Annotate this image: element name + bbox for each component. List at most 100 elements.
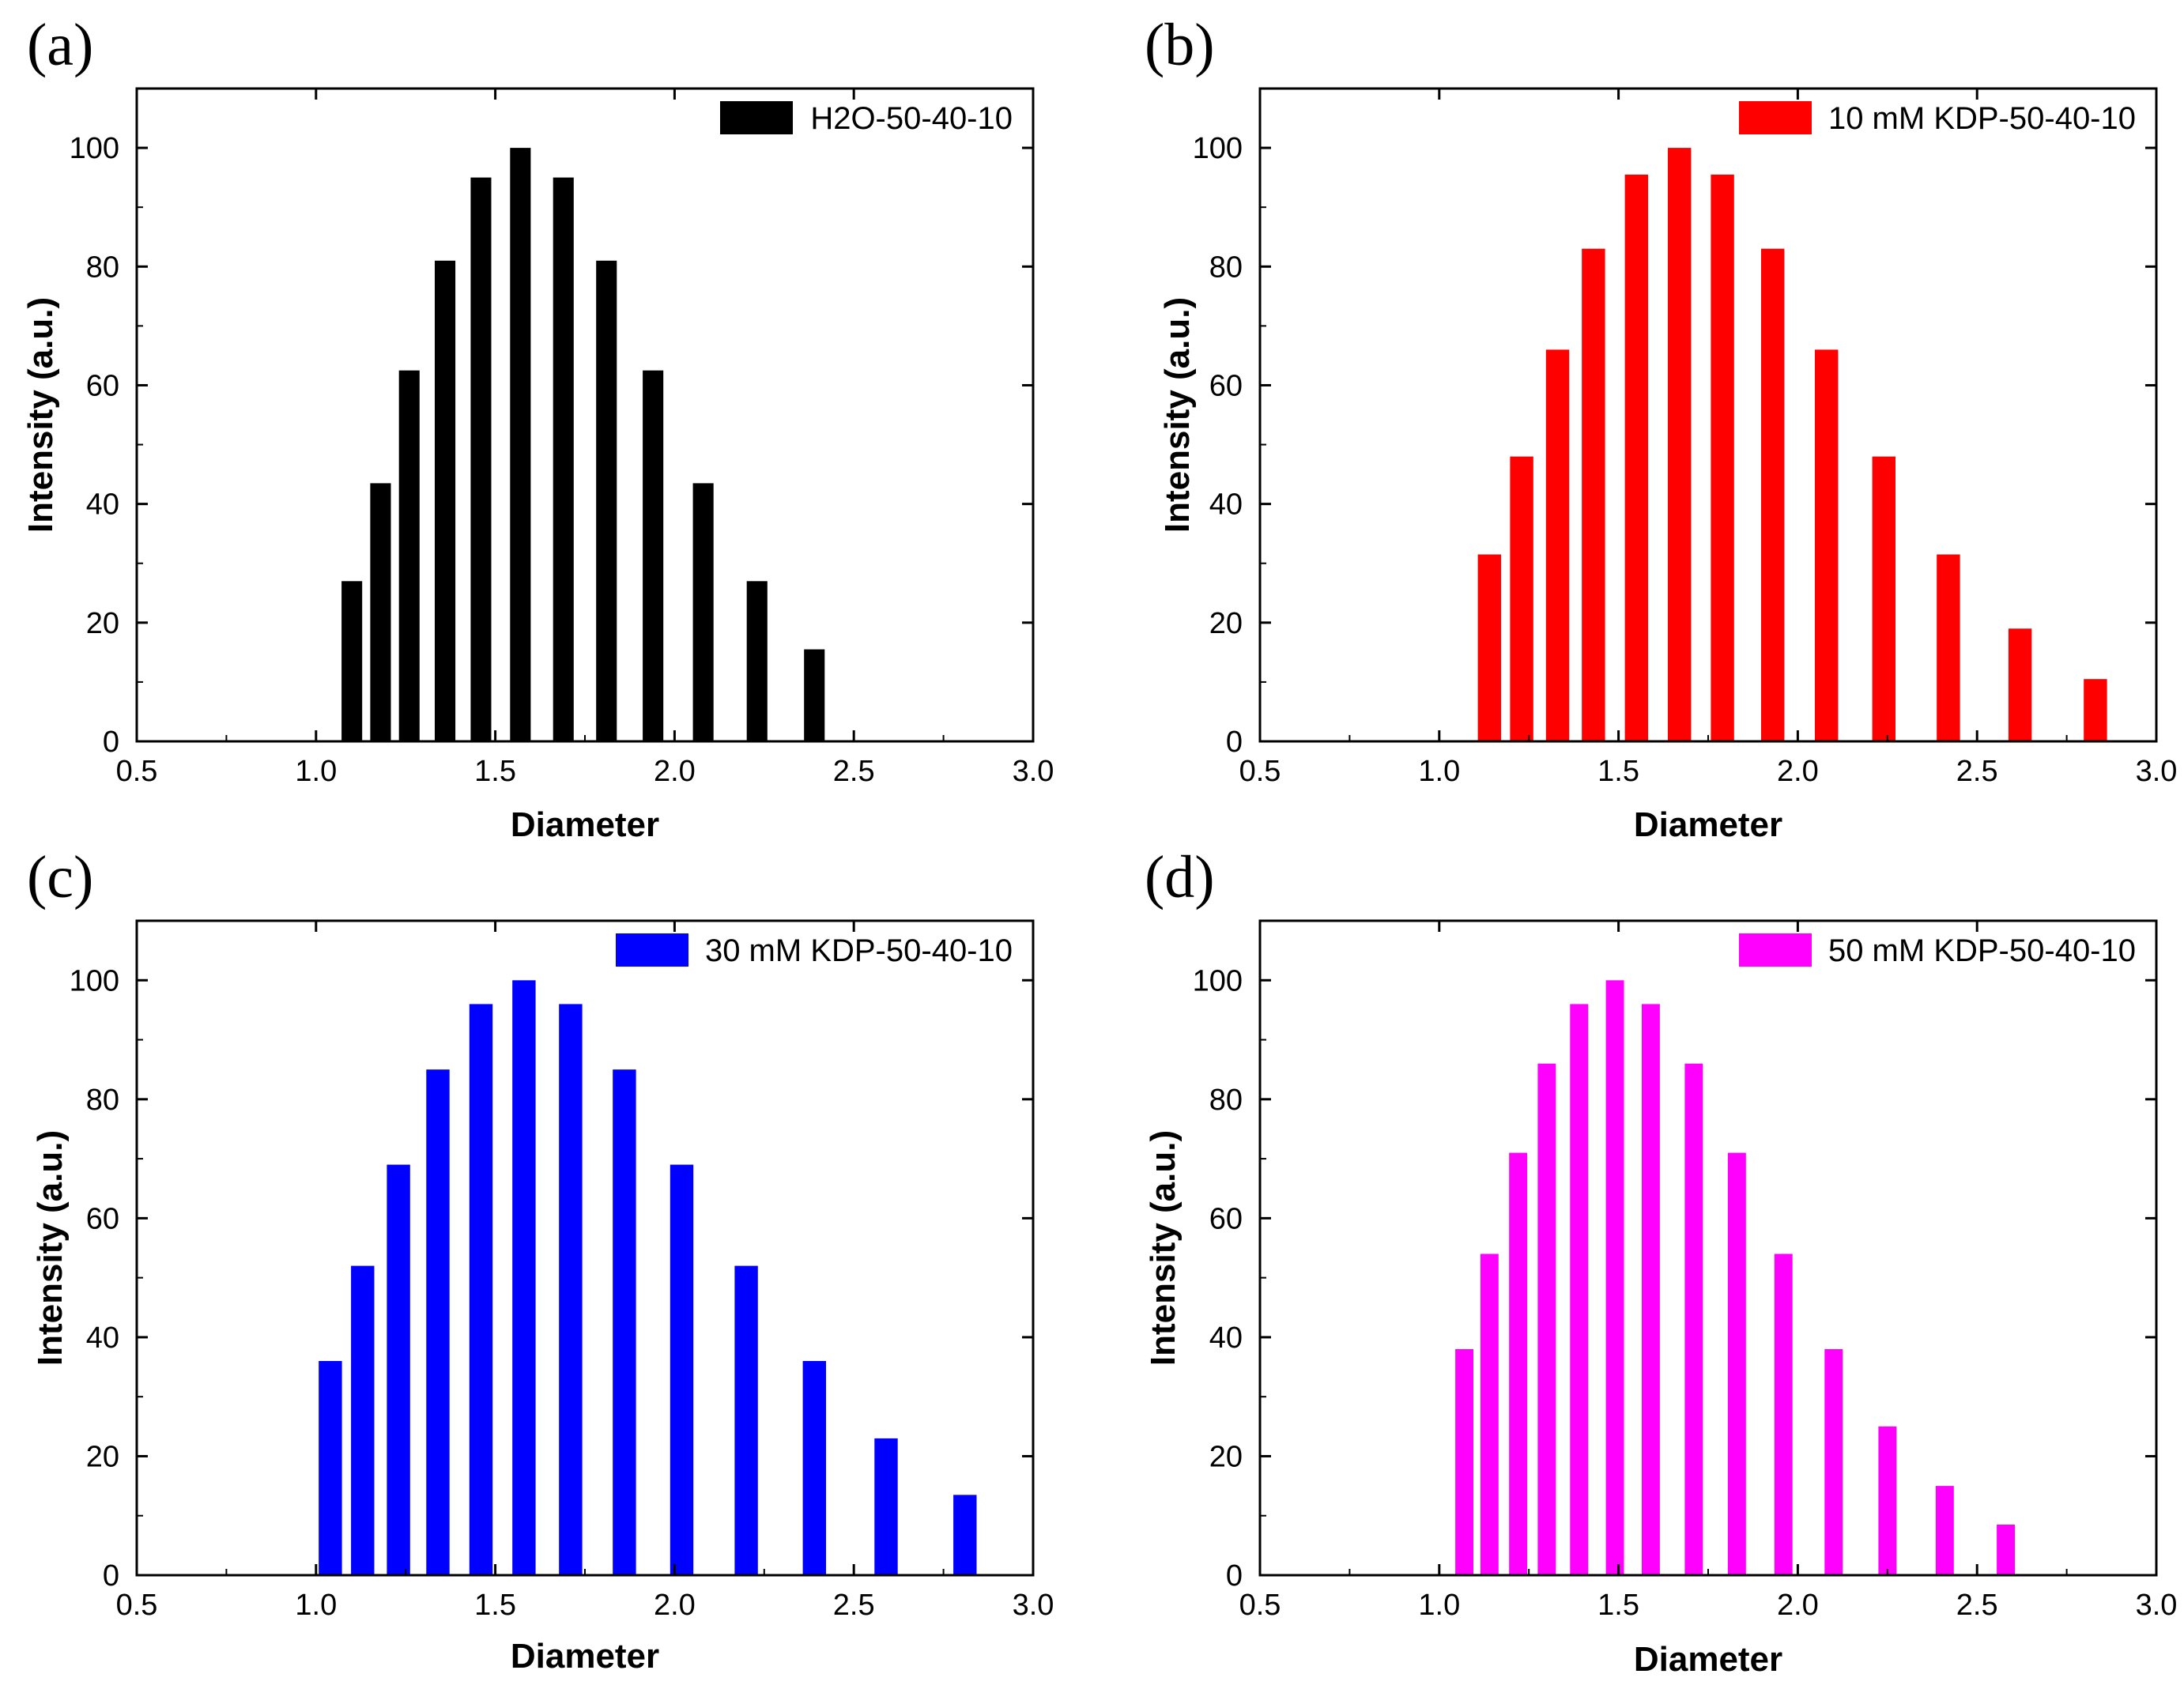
bar bbox=[398, 370, 420, 741]
x-tick-label: 1.0 bbox=[295, 1589, 337, 1622]
bar bbox=[802, 1361, 826, 1575]
bar bbox=[692, 483, 714, 741]
plot-frame bbox=[1258, 919, 2158, 1577]
panel-label: (a) bbox=[27, 12, 93, 78]
bar bbox=[746, 581, 768, 741]
chart-panel-3: (c) 0.5 1.0 1.5 2.0 2.5 3.0 0 20 40 60 80 100 Diamete… bbox=[27, 844, 1054, 1676]
bar bbox=[804, 649, 825, 741]
x-tick-label: 3.0 bbox=[2136, 755, 2178, 788]
y-axis-title: Intensity (a.u.) bbox=[31, 1130, 70, 1366]
y-tick-label: 60 bbox=[86, 1202, 119, 1235]
x-tick-label: 1.5 bbox=[1597, 1589, 1639, 1622]
bar bbox=[1624, 174, 1648, 741]
panel-label: (b) bbox=[1145, 12, 1215, 78]
x-tick-label: 1.5 bbox=[474, 755, 516, 788]
bar bbox=[512, 980, 536, 1575]
y-tick-label: 60 bbox=[1209, 369, 1243, 402]
y-tick-label: 40 bbox=[1209, 488, 1243, 522]
y-tick-label: 80 bbox=[1209, 251, 1243, 284]
y-axis-title: Intensity (a.u.) bbox=[1144, 1130, 1183, 1366]
y-tick-label: 60 bbox=[86, 369, 119, 402]
bar bbox=[1510, 456, 1533, 741]
x-tick-label: 2.5 bbox=[833, 755, 875, 788]
y-tick-label: 0 bbox=[1226, 726, 1243, 759]
x-tick-label: 0.5 bbox=[1239, 755, 1281, 788]
bar bbox=[1774, 1254, 1793, 1575]
bar bbox=[1937, 554, 1960, 741]
bar bbox=[1824, 1349, 1843, 1575]
bar bbox=[874, 1438, 898, 1575]
bar bbox=[1509, 1152, 1528, 1575]
x-axis-title: Diameter bbox=[511, 805, 659, 844]
x-tick-label: 1.0 bbox=[295, 755, 337, 788]
y-tick-label: 20 bbox=[86, 1440, 119, 1473]
x-tick-label: 3.0 bbox=[1013, 1589, 1054, 1622]
bar bbox=[341, 581, 363, 741]
y-axis-title: Intensity (a.u.) bbox=[21, 297, 60, 533]
y-axis-title: Intensity (a.u.) bbox=[1158, 297, 1197, 533]
bar bbox=[2008, 628, 2032, 741]
bar bbox=[1684, 1063, 1703, 1575]
y-tick-label: 40 bbox=[1209, 1321, 1243, 1355]
y-tick-label: 80 bbox=[1209, 1084, 1243, 1117]
bar bbox=[596, 260, 617, 741]
x-tick-label: 3.0 bbox=[2136, 1589, 2178, 1622]
x-tick-label: 1.5 bbox=[474, 1589, 516, 1622]
x-axis-title: Diameter bbox=[1634, 1640, 1782, 1679]
legend-label: H2O-50-40-10 bbox=[810, 101, 1013, 136]
bar bbox=[1477, 554, 1501, 741]
panel-label: (d) bbox=[1145, 844, 1215, 910]
y-tick-label: 60 bbox=[1209, 1202, 1243, 1235]
x-tick-label: 1.0 bbox=[1418, 755, 1460, 788]
legend-label: 30 mM KDP-50-40-10 bbox=[705, 933, 1013, 968]
x-tick-label: 2.0 bbox=[1777, 1589, 1819, 1622]
y-tick-label: 0 bbox=[103, 726, 119, 759]
bar bbox=[670, 1164, 694, 1575]
plot-frame bbox=[135, 87, 1035, 743]
x-tick-label: 3.0 bbox=[1013, 755, 1054, 788]
x-tick-label: 1.0 bbox=[1418, 1589, 1460, 1622]
x-tick-label: 2.5 bbox=[1956, 755, 1998, 788]
bar bbox=[435, 260, 456, 741]
y-tick-label: 80 bbox=[86, 251, 119, 284]
bar bbox=[1935, 1486, 1954, 1575]
y-tick-label: 100 bbox=[70, 964, 119, 997]
y-tick-label: 100 bbox=[1193, 964, 1243, 997]
y-tick-label: 0 bbox=[1226, 1559, 1243, 1593]
bar bbox=[1545, 349, 1570, 741]
chart-panel-2: (b) 0.5 1.0 1.5 2.0 2.5 3.0 0 20 40 60 80 100 Diamete… bbox=[1145, 12, 2177, 844]
x-tick-label: 1.5 bbox=[1597, 755, 1639, 788]
x-tick-label: 2.5 bbox=[833, 1589, 875, 1622]
bar bbox=[559, 1004, 583, 1575]
panel-label: (c) bbox=[27, 844, 93, 910]
x-tick-label: 2.5 bbox=[1956, 1589, 1998, 1622]
bar bbox=[319, 1361, 342, 1575]
bar bbox=[1570, 1004, 1589, 1575]
bar bbox=[470, 177, 492, 742]
y-tick-label: 0 bbox=[103, 1559, 119, 1593]
legend-label: 10 mM KDP-50-40-10 bbox=[1828, 101, 2136, 136]
plot-frame bbox=[135, 919, 1035, 1577]
bar bbox=[1872, 456, 1895, 741]
bar bbox=[1605, 980, 1624, 1575]
legend-swatch bbox=[616, 933, 688, 967]
x-axis-title: Diameter bbox=[1634, 805, 1782, 844]
bar bbox=[553, 177, 574, 742]
y-tick-label: 20 bbox=[1209, 1440, 1243, 1473]
bar bbox=[734, 1265, 758, 1575]
bar bbox=[469, 1004, 493, 1575]
bar bbox=[370, 483, 391, 741]
bar bbox=[1455, 1349, 1473, 1575]
legend-swatch bbox=[1739, 933, 1812, 967]
x-tick-label: 2.0 bbox=[654, 1589, 696, 1622]
bar bbox=[1480, 1254, 1499, 1575]
x-tick-label: 2.0 bbox=[1777, 755, 1819, 788]
legend-swatch bbox=[1739, 101, 1812, 134]
bar bbox=[426, 1069, 450, 1575]
bar bbox=[1878, 1426, 1897, 1575]
y-tick-label: 100 bbox=[70, 132, 119, 165]
bar bbox=[613, 1069, 636, 1575]
bar bbox=[1997, 1525, 2015, 1575]
chart-panel-1: (a) 0.5 1.0 1.5 2.0 2.5 3.0 0 20 40 60 80 100 Diamete… bbox=[21, 12, 1054, 844]
